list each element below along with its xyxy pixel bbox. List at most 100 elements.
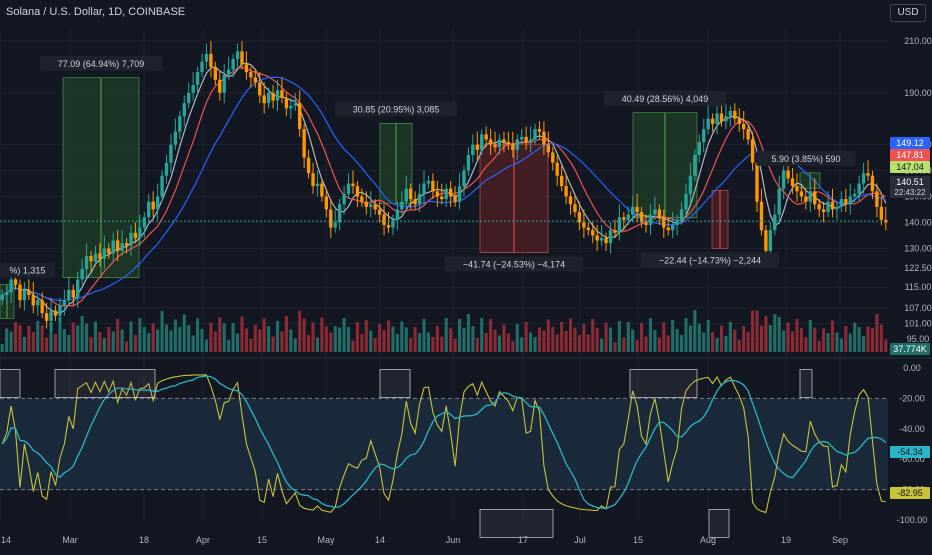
volume-bar [45, 337, 49, 352]
volume-bar [369, 330, 373, 352]
volume-bar [862, 336, 866, 352]
candle-body [351, 183, 355, 187]
candle-body [80, 269, 84, 280]
candle-body [568, 196, 573, 205]
volume-bar [573, 327, 577, 352]
volume-bar [564, 331, 568, 352]
oscillator-highlight-box [379, 369, 411, 398]
volume-bar [364, 320, 368, 352]
volume-bar [529, 332, 533, 352]
candle-body [502, 139, 506, 143]
volume-bar [271, 336, 275, 352]
candle-body [488, 139, 493, 145]
candle-body [293, 103, 297, 106]
volume-bar [204, 339, 209, 352]
candle-body [360, 196, 364, 202]
volume-bar [657, 337, 661, 352]
time-tick-label: Jul [574, 535, 586, 545]
volume-bar [58, 317, 62, 352]
candle-body [337, 204, 342, 223]
volume-bar [49, 322, 53, 352]
volume-bar [608, 327, 613, 352]
volume-bar [537, 327, 542, 352]
candle-body [44, 313, 49, 321]
candle-body [813, 191, 817, 205]
price-marker-label: 147.04 [896, 162, 924, 172]
volume-bar [591, 319, 595, 352]
measure-label: 30.85 (20.95%) 3,085 [353, 104, 440, 114]
candle-body [142, 217, 146, 228]
time-tick-label: Jun [446, 535, 461, 545]
candle-body [644, 222, 648, 225]
candle-body [551, 152, 555, 163]
volume-bar [400, 321, 404, 352]
volume-bar [511, 341, 515, 352]
volume-bar [515, 324, 519, 352]
volume-bar [320, 317, 324, 352]
volume-bar [684, 318, 688, 352]
candle-body [875, 191, 879, 207]
candle-body [22, 289, 27, 301]
candle-body [266, 92, 271, 104]
candle-body [262, 95, 266, 104]
volume-bar [671, 320, 675, 352]
volume-bar [453, 339, 457, 352]
candle-body [520, 136, 524, 140]
candle-body [511, 144, 515, 150]
candle-body [244, 64, 249, 73]
candle-body [18, 284, 22, 301]
volume-bar [577, 335, 581, 352]
volume-bar [568, 318, 573, 352]
oscillator-tick-label: -40.00 [899, 424, 925, 434]
candle-body [764, 230, 768, 251]
volume-bar [31, 332, 35, 352]
volume-bar [751, 310, 755, 352]
time-tick-label: 15 [633, 535, 643, 545]
volume-bar [111, 331, 115, 352]
volume-bar [342, 318, 346, 352]
candle-body [582, 222, 586, 228]
candle-body [231, 59, 235, 70]
candle-body [240, 51, 244, 65]
candle-body [333, 222, 337, 228]
time-tick-label: 14 [375, 535, 385, 545]
candle-body [324, 196, 329, 210]
volume-bar [267, 326, 271, 352]
oscillator-marker-label: -54.34 [897, 447, 923, 457]
volume-bar [227, 340, 231, 352]
candle-body [724, 116, 728, 122]
candle-body [861, 173, 866, 184]
volume-bar [435, 326, 439, 352]
candle-body [773, 214, 777, 231]
volume-bar [835, 332, 839, 352]
price-marker-bg [890, 161, 930, 173]
candle-body [84, 256, 89, 270]
candle-body [835, 206, 839, 210]
candle-body [111, 240, 115, 254]
candle-body [89, 256, 93, 262]
price-tick-label: 122.50 [904, 263, 932, 273]
measure-label: %) 1,315 [9, 266, 45, 276]
volume-bar [475, 338, 479, 352]
volume-bar [462, 328, 466, 352]
volume-bar [418, 333, 422, 352]
candle-body [204, 53, 209, 62]
candle-body [369, 204, 373, 207]
candle-body [386, 224, 391, 228]
candle-body [275, 90, 280, 101]
volume-bar [262, 318, 266, 352]
volume-bar [191, 335, 195, 352]
oscillator-tick-label: -20.00 [899, 393, 925, 403]
oscillator-highlight-box [708, 509, 730, 538]
volume-bar [711, 332, 715, 352]
volume-bar [289, 329, 293, 352]
candle-body [853, 193, 857, 197]
candle-body [826, 201, 830, 213]
volume-bar [431, 337, 435, 352]
candle-body [546, 144, 551, 153]
currency-button[interactable]: USD [890, 4, 926, 22]
candle-body [848, 196, 852, 205]
candle-body [706, 118, 710, 130]
oscillator-highlight-box [479, 509, 554, 538]
volume-bar [764, 316, 768, 352]
